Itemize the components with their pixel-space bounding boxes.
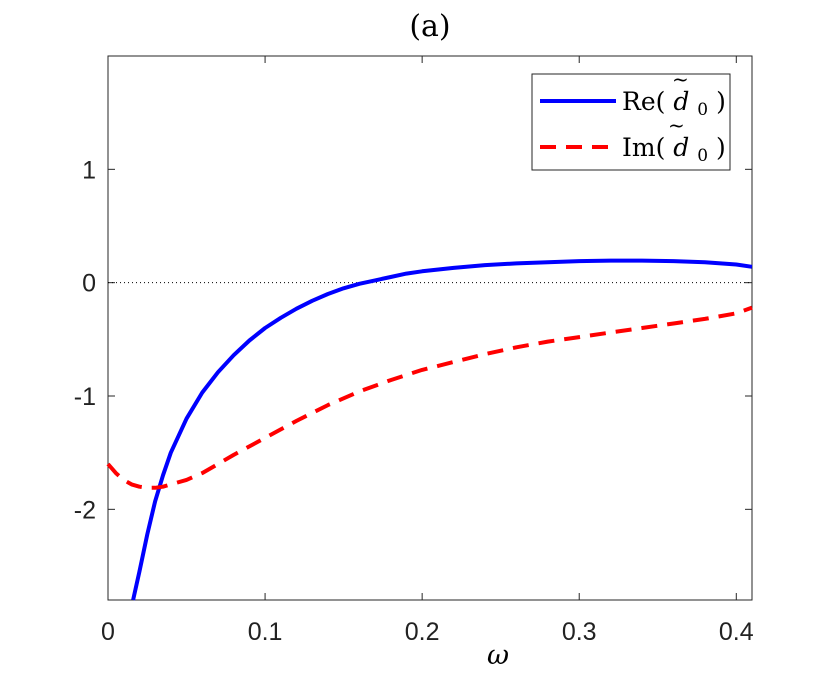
y-tick-label: 0 [82,270,96,298]
x-tick-label: 0.2 [405,618,440,646]
series-layer [106,258,753,601]
y-tick-label: -1 [74,383,96,411]
legend-box [531,73,731,171]
legend-tilde-im: ~ [668,113,685,137]
legend: Re( d 0 ) ~ Im( d 0 ) ~ [531,67,731,171]
legend-label-im: Im( d 0 ) [622,133,726,167]
x-tick-label: 0.1 [248,618,283,646]
series-line-re [131,258,753,601]
series-line-im [106,305,753,490]
legend-tilde-re: ~ [672,67,689,91]
x-tick-label: 0.3 [562,618,597,646]
x-tick-label: 0 [101,618,115,646]
y-tick-label: -2 [74,496,96,524]
legend-label-re: Re( d 0 ) [622,87,726,121]
y-axis-ticks: 1 0 -1 -2 [74,156,752,524]
x-axis-label: ω [487,640,509,671]
y-tick-label: 1 [82,156,96,184]
x-axis-ticks: 0 0.1 0.2 0.3 0.4 [101,56,754,646]
chart-title: (a) [409,9,450,44]
x-tick-label: 0.4 [719,618,754,646]
